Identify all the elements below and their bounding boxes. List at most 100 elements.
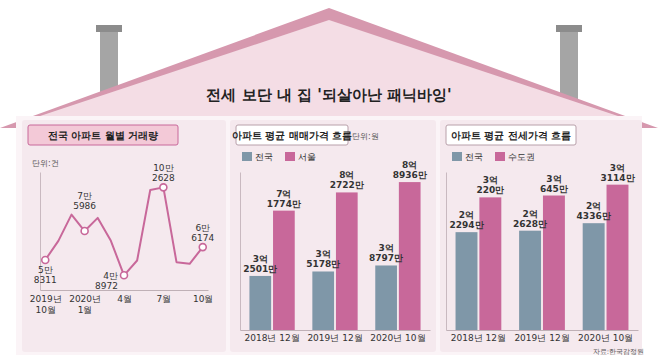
data-label-line: 7억 bbox=[276, 189, 291, 199]
data-label-line: 3억 bbox=[316, 249, 331, 259]
x-tick: 2019년10월 bbox=[30, 290, 62, 315]
roof bbox=[0, 8, 658, 128]
data-label-line: 2294만 bbox=[449, 220, 483, 230]
legend-label: 전국 bbox=[465, 152, 483, 162]
data-label-line: 1774만 bbox=[267, 199, 301, 209]
x-tick: 2018년 12월 bbox=[244, 330, 299, 343]
panel-title-box bbox=[446, 125, 576, 145]
data-label-line: 4만 bbox=[103, 271, 118, 281]
x-tick-label: 10월 bbox=[193, 294, 213, 304]
x-tick: 4월 bbox=[117, 290, 132, 304]
legend-swatch bbox=[285, 152, 295, 161]
data-label: 3억220만 bbox=[476, 175, 504, 195]
x-tick-label-line: 7월 bbox=[157, 294, 172, 304]
data-label: 10만2628 bbox=[152, 163, 175, 183]
x-tick-label: 2018년 12월 bbox=[244, 333, 299, 343]
legend-swatch bbox=[242, 152, 252, 161]
x-tick-label: 2020년1월 bbox=[69, 294, 101, 315]
x-tick: 2019년 12월 bbox=[307, 330, 362, 343]
x-tick: 2020년 10월 bbox=[578, 330, 633, 343]
data-label: 3억3114만 bbox=[600, 163, 634, 183]
bar bbox=[456, 232, 478, 330]
legend: 전국서울 bbox=[242, 152, 316, 162]
point-marker bbox=[199, 244, 206, 251]
data-label: 4만8972 bbox=[95, 271, 118, 291]
unit-label: 단위:건 bbox=[32, 159, 59, 168]
plot-marks bbox=[456, 185, 629, 330]
data-label-line: 2억 bbox=[459, 210, 474, 220]
x-tick-label: 2019년10월 bbox=[30, 294, 62, 315]
bar bbox=[607, 185, 629, 330]
data-label-line: 645만 bbox=[540, 184, 568, 194]
data-label-line: 5178만 bbox=[306, 259, 340, 269]
house-body bbox=[16, 116, 642, 355]
data-label: 3억8797만 bbox=[369, 243, 403, 263]
data-label-line: 8억 bbox=[402, 160, 417, 170]
data-label-line: 3억 bbox=[610, 163, 625, 173]
x-tick-label: 2019년 12월 bbox=[514, 333, 569, 343]
panel-title: 아파트 평균 전세가격 흐름 bbox=[451, 130, 571, 141]
data-label-line: 4336만 bbox=[577, 211, 611, 221]
x-tick: 10월 bbox=[193, 290, 213, 304]
data-label-line: 6174 bbox=[191, 233, 214, 243]
x-tick-label-line: 2020년 bbox=[69, 294, 101, 304]
data-label-line: 2628만 bbox=[513, 219, 547, 229]
data-label-line: 2억 bbox=[586, 201, 601, 211]
data-label: 3억645만 bbox=[540, 174, 568, 194]
background bbox=[0, 0, 658, 355]
data-label-line: 5986 bbox=[73, 201, 96, 211]
data-label: 2억4336만 bbox=[577, 201, 611, 221]
legend-label: 서울 bbox=[298, 152, 316, 162]
data-label-line: 3억 bbox=[378, 243, 393, 253]
x-axis: 2019년10월2020년1월4월7월10월 bbox=[30, 290, 214, 315]
data-label-line: 3억 bbox=[253, 254, 268, 264]
data-labels: 2억2294만2억2628만2억4336만3억220만3억645만3억3114만 bbox=[449, 163, 634, 230]
data-label-line: 8972 bbox=[95, 281, 118, 291]
chart-root: 전세 보단 내 집 '되살아난 패닉바잉' 전국 아파트 월별 거래량단위:건 20… bbox=[0, 0, 658, 355]
y-axis-line bbox=[240, 173, 241, 331]
chimney-cap bbox=[556, 25, 582, 32]
x-axis: 2018년 12월 2019년 12월 2020년 10월 bbox=[241, 330, 431, 343]
data-label: 5만8311 bbox=[34, 265, 57, 285]
data-label-line: 2억 bbox=[522, 209, 537, 219]
x-tick: 2020년 10월 bbox=[370, 330, 425, 343]
data-label-line: 8936만 bbox=[393, 170, 427, 180]
x-tick: 2018년 12월 bbox=[451, 330, 506, 343]
panel-title: 전국 아파트 월별 거래량 bbox=[48, 130, 158, 141]
line bbox=[45, 187, 203, 275]
data-label: 3억2501만 bbox=[243, 254, 277, 274]
x-tick-label: 7월 bbox=[157, 294, 172, 304]
point-marker bbox=[160, 184, 167, 191]
x-tick-label-line: 10월 bbox=[36, 305, 56, 315]
bar bbox=[375, 265, 397, 330]
bar bbox=[543, 196, 565, 330]
data-label-line: 8311 bbox=[34, 275, 57, 285]
data-label-line: 7만 bbox=[77, 191, 92, 201]
panel bbox=[230, 120, 436, 352]
bar bbox=[249, 276, 271, 330]
x-tick: 2020년1월 bbox=[69, 290, 101, 315]
bar bbox=[312, 271, 334, 330]
x-tick-label-line: 4월 bbox=[117, 294, 132, 304]
x-axis-line bbox=[41, 290, 209, 291]
x-tick-label: 2018년 12월 bbox=[451, 333, 506, 343]
data-label: 3억5178만 bbox=[306, 249, 340, 269]
data-label: 7만5986 bbox=[73, 191, 96, 211]
data-label: 8억2722만 bbox=[330, 170, 364, 190]
x-tick-label-line: 10월 bbox=[193, 294, 213, 304]
data-label-line: 10만 bbox=[153, 163, 173, 173]
x-tick-label: 2020년 10월 bbox=[370, 333, 425, 343]
x-axis: 2018년 12월 2019년 12월 2020년 10월 bbox=[447, 330, 639, 343]
x-tick: 2019년 12월 bbox=[514, 330, 569, 343]
legend-label: 수도권 bbox=[508, 152, 535, 162]
point-marker bbox=[81, 228, 88, 235]
panel bbox=[440, 120, 642, 352]
data-label-line: 3억 bbox=[483, 175, 498, 185]
data-label: 8억8936만 bbox=[393, 160, 427, 180]
x-tick-label-line: 2019년 bbox=[30, 294, 62, 304]
data-label: 7억1774만 bbox=[267, 189, 301, 209]
data-label-line: 2628 bbox=[152, 173, 175, 183]
title: 전세 보단 내 집 '되살아난 패닉바잉' bbox=[206, 86, 451, 104]
y-axis bbox=[240, 173, 241, 331]
plot-marks bbox=[42, 184, 207, 279]
